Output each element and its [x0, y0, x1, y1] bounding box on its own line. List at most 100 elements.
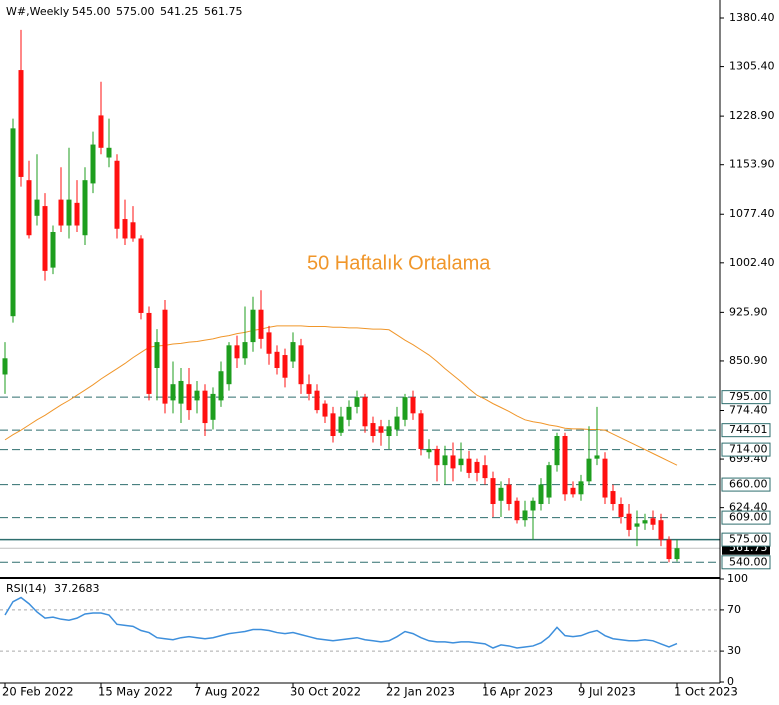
- candle-body: [458, 458, 464, 466]
- level-label: 540.00: [729, 555, 768, 568]
- candle-body: [266, 332, 272, 354]
- level-label: 744.01: [729, 423, 768, 436]
- candle-body: [554, 436, 560, 466]
- x-tick-label: 30 Oct 2022: [290, 685, 361, 699]
- candle-body: [474, 461, 480, 473]
- header-value: 561.75: [204, 5, 243, 18]
- y-tick-label: 1305.40: [729, 60, 775, 73]
- x-tick-label: 16 Apr 2023: [482, 685, 553, 699]
- level-label: 795.00: [729, 390, 768, 403]
- annotation: 50 Haftalık Ortalama: [307, 252, 491, 274]
- level-box: [721, 390, 771, 405]
- candle-body: [482, 465, 488, 479]
- candle-body: [234, 345, 240, 359]
- candle-body: [418, 413, 424, 449]
- candle-body: [314, 390, 320, 411]
- candle-body: [674, 548, 680, 560]
- candle-body: [42, 206, 48, 271]
- y-tick-label: 925.90: [729, 305, 768, 318]
- x-tick-label: 15 May 2022: [98, 685, 173, 699]
- y-tick-label: 624.40: [729, 501, 768, 514]
- candle-body: [170, 384, 176, 401]
- candle-body: [50, 231, 56, 268]
- level-box: [721, 510, 771, 525]
- candle-body: [666, 539, 672, 560]
- rsi-tick-label: 70: [727, 603, 741, 616]
- candle-body: [122, 219, 128, 239]
- candle-body: [218, 371, 224, 401]
- candle-body: [82, 180, 88, 236]
- header-value: 545.00: [72, 5, 111, 18]
- candle-body: [146, 312, 152, 394]
- candle-body: [258, 309, 264, 339]
- candle-body: [538, 484, 544, 505]
- candle-body: [130, 222, 136, 239]
- candle-body: [330, 413, 336, 437]
- rsi-tick-label: 0: [727, 675, 734, 688]
- candle-body: [634, 523, 640, 527]
- level-label: 609.00: [729, 511, 768, 524]
- candle-body: [26, 180, 32, 236]
- y-tick-label: 850.90: [729, 354, 768, 367]
- candle-body: [506, 484, 512, 505]
- candle-body: [290, 342, 296, 362]
- candle-body: [250, 309, 256, 343]
- rsi-tick-label: 30: [727, 644, 741, 657]
- candle-body: [562, 436, 568, 495]
- level-box: [721, 555, 771, 570]
- candle-body: [426, 448, 432, 453]
- x-tick-label: 9 Jul 2023: [578, 685, 636, 699]
- y-tick-label: 1380.40: [729, 11, 775, 24]
- candle-body: [10, 128, 16, 317]
- rsi-line: [4, 596, 678, 649]
- candle-body: [442, 455, 448, 466]
- candle-body: [594, 455, 600, 459]
- candle-body: [282, 355, 288, 378]
- candle-body: [354, 397, 360, 407]
- candle-body: [626, 513, 632, 530]
- candle-body: [450, 455, 456, 469]
- candle-body: [298, 345, 304, 385]
- candle-body: [586, 458, 592, 482]
- candle-body: [362, 397, 368, 427]
- candle-body: [58, 199, 64, 226]
- candle-body: [274, 351, 280, 369]
- candle-body: [602, 458, 608, 498]
- x-tick-label: 1 Oct 2023: [674, 685, 738, 699]
- y-tick-label: 1077.40: [729, 207, 775, 220]
- y-tick-label: 774.40: [729, 403, 768, 416]
- candle-body: [66, 199, 72, 226]
- level-label: 575.00: [729, 533, 768, 546]
- candle-body: [226, 345, 232, 385]
- candle-body: [434, 448, 440, 466]
- candle-body: [490, 478, 496, 505]
- candle-body: [18, 70, 24, 177]
- candle-body: [154, 342, 160, 369]
- level-box: [721, 532, 771, 547]
- candle-body: [386, 426, 392, 437]
- candle-body: [210, 393, 216, 420]
- candle-body: [658, 520, 664, 540]
- candle-body: [378, 426, 384, 433]
- y-tick-label: 1228.90: [729, 109, 775, 122]
- candle-body: [570, 487, 576, 495]
- candle-body: [242, 342, 248, 359]
- x-tick-label: 22 Jan 2023: [386, 685, 455, 699]
- candle-body: [466, 458, 472, 473]
- x-tick-label: 20 Feb 2022: [2, 685, 74, 699]
- header-value: 575.00: [116, 5, 155, 18]
- candle-body: [530, 500, 536, 511]
- header-value: 541.25: [160, 5, 199, 18]
- candle-body: [346, 406, 352, 420]
- candle-body: [90, 144, 96, 184]
- candle-body: [186, 384, 192, 411]
- rsi-title: RSI(14): [6, 582, 46, 595]
- level-label: 714.00: [729, 443, 768, 456]
- candle-body: [610, 491, 616, 505]
- candle-body: [394, 416, 400, 430]
- candle-body: [642, 520, 648, 524]
- x-tick-label: 7 Aug 2022: [194, 685, 260, 699]
- candle-body: [522, 510, 528, 521]
